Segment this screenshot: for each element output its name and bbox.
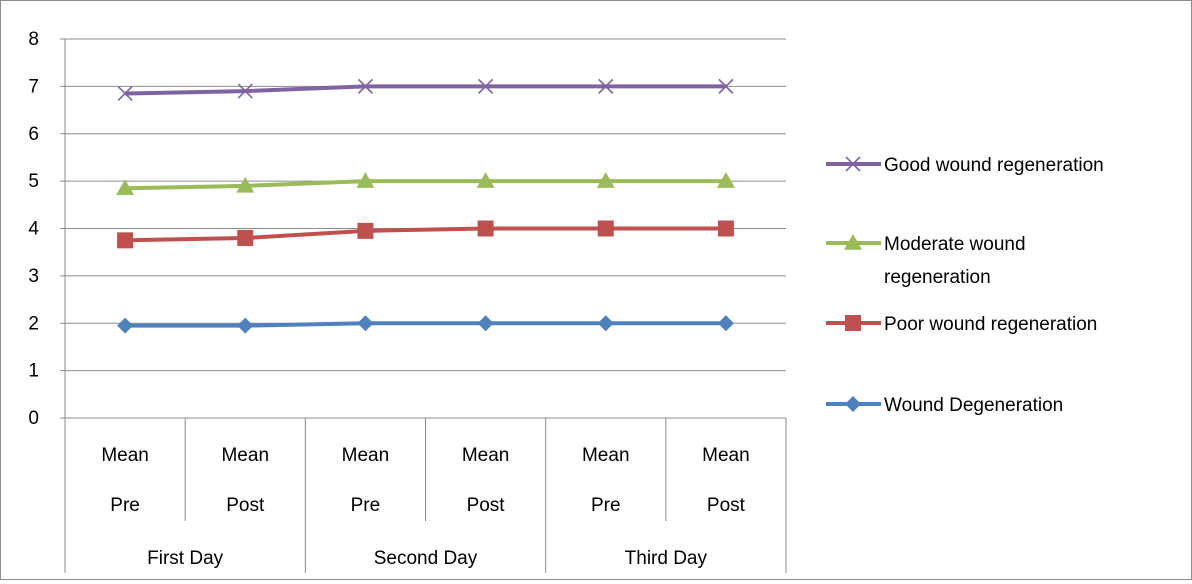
data-point <box>598 78 614 94</box>
data-point <box>356 172 375 188</box>
x-tick-label-line1: Mean <box>342 445 390 466</box>
x-tick-label-line2: Post <box>467 495 506 516</box>
legend-marker <box>845 156 861 172</box>
data-point <box>117 317 134 334</box>
data-point <box>357 222 374 239</box>
series-line <box>125 84 726 96</box>
x-tick-label-line2: Post <box>707 495 746 516</box>
series-wound-degeneration <box>117 315 734 334</box>
data-point <box>357 78 373 94</box>
data-point <box>476 172 495 188</box>
series-line <box>125 179 726 191</box>
legend-item: Moderate wound regeneration <box>826 234 1026 288</box>
data-point <box>717 315 734 332</box>
data-point <box>477 220 494 237</box>
series-good-wound-regeneration <box>117 78 734 102</box>
y-tick-label: 0 <box>28 408 39 429</box>
legend: Good wound regeneration Moderate wound reg… <box>826 155 1104 416</box>
x-tick-label-line2: Post <box>226 495 265 516</box>
y-tick-label: 1 <box>28 361 39 382</box>
data-point <box>597 315 614 332</box>
data-point <box>718 78 734 94</box>
data-point <box>237 317 254 334</box>
x-tick-label-line1: Mean <box>462 445 510 466</box>
data-point <box>716 172 735 188</box>
y-tick-label: 2 <box>28 313 39 334</box>
y-tick-label: 4 <box>28 219 39 240</box>
data-point <box>117 232 134 249</box>
data-point <box>717 220 734 237</box>
legend-item: Wound Degeneration <box>826 395 1063 416</box>
x-group-label: Third Day <box>625 548 708 569</box>
data-point <box>477 315 494 332</box>
legend-label: Moderate wound <box>884 234 1026 255</box>
legend-marker <box>845 396 861 412</box>
x-group-label: Second Day <box>374 548 478 569</box>
series-poor-wound-regeneration <box>117 220 734 249</box>
legend-item: Poor wound regeneration <box>826 314 1097 335</box>
x-tick-label-line2: Pre <box>351 495 381 516</box>
data-point <box>597 220 614 237</box>
legend-label: Good wound regeneration <box>884 155 1104 176</box>
series-lines <box>116 78 735 334</box>
y-tick-label: 5 <box>28 171 39 192</box>
legend-marker <box>845 315 861 331</box>
axes: 0 1 2 3 4 5 6 7 8 Mean Pre Mean Post Mean Pre Mean Post M… <box>28 29 787 573</box>
y-tick-label: 6 <box>28 124 39 145</box>
x-tick-label-line2: Pre <box>591 495 621 516</box>
data-point <box>237 229 254 246</box>
x-tick-label-line1: Mean <box>101 445 149 466</box>
data-point <box>116 179 135 195</box>
y-tick-label: 3 <box>28 266 39 287</box>
legend-marker <box>844 234 862 250</box>
data-point <box>596 172 615 188</box>
x-tick-label-line1: Mean <box>582 445 630 466</box>
legend-label: Wound Degeneration <box>884 395 1063 416</box>
series-line <box>125 226 726 243</box>
y-tick-label: 7 <box>28 76 39 97</box>
data-point <box>357 315 374 332</box>
legend-item: Good wound regeneration <box>826 155 1104 176</box>
data-point <box>117 85 133 102</box>
series-moderate-wound-regeneration <box>116 172 735 195</box>
legend-label: regeneration <box>884 267 991 288</box>
legend-label: Poor wound regeneration <box>884 314 1097 335</box>
y-tick-label: 8 <box>28 29 39 50</box>
data-point <box>237 83 253 99</box>
data-point <box>236 176 255 193</box>
x-tick-label-line1: Mean <box>221 445 269 466</box>
x-tick-label-line2: Pre <box>110 495 140 516</box>
x-group-label: First Day <box>147 548 224 569</box>
x-tick-label-line1: Mean <box>702 445 750 466</box>
data-point <box>478 78 494 94</box>
series-line <box>125 321 726 328</box>
